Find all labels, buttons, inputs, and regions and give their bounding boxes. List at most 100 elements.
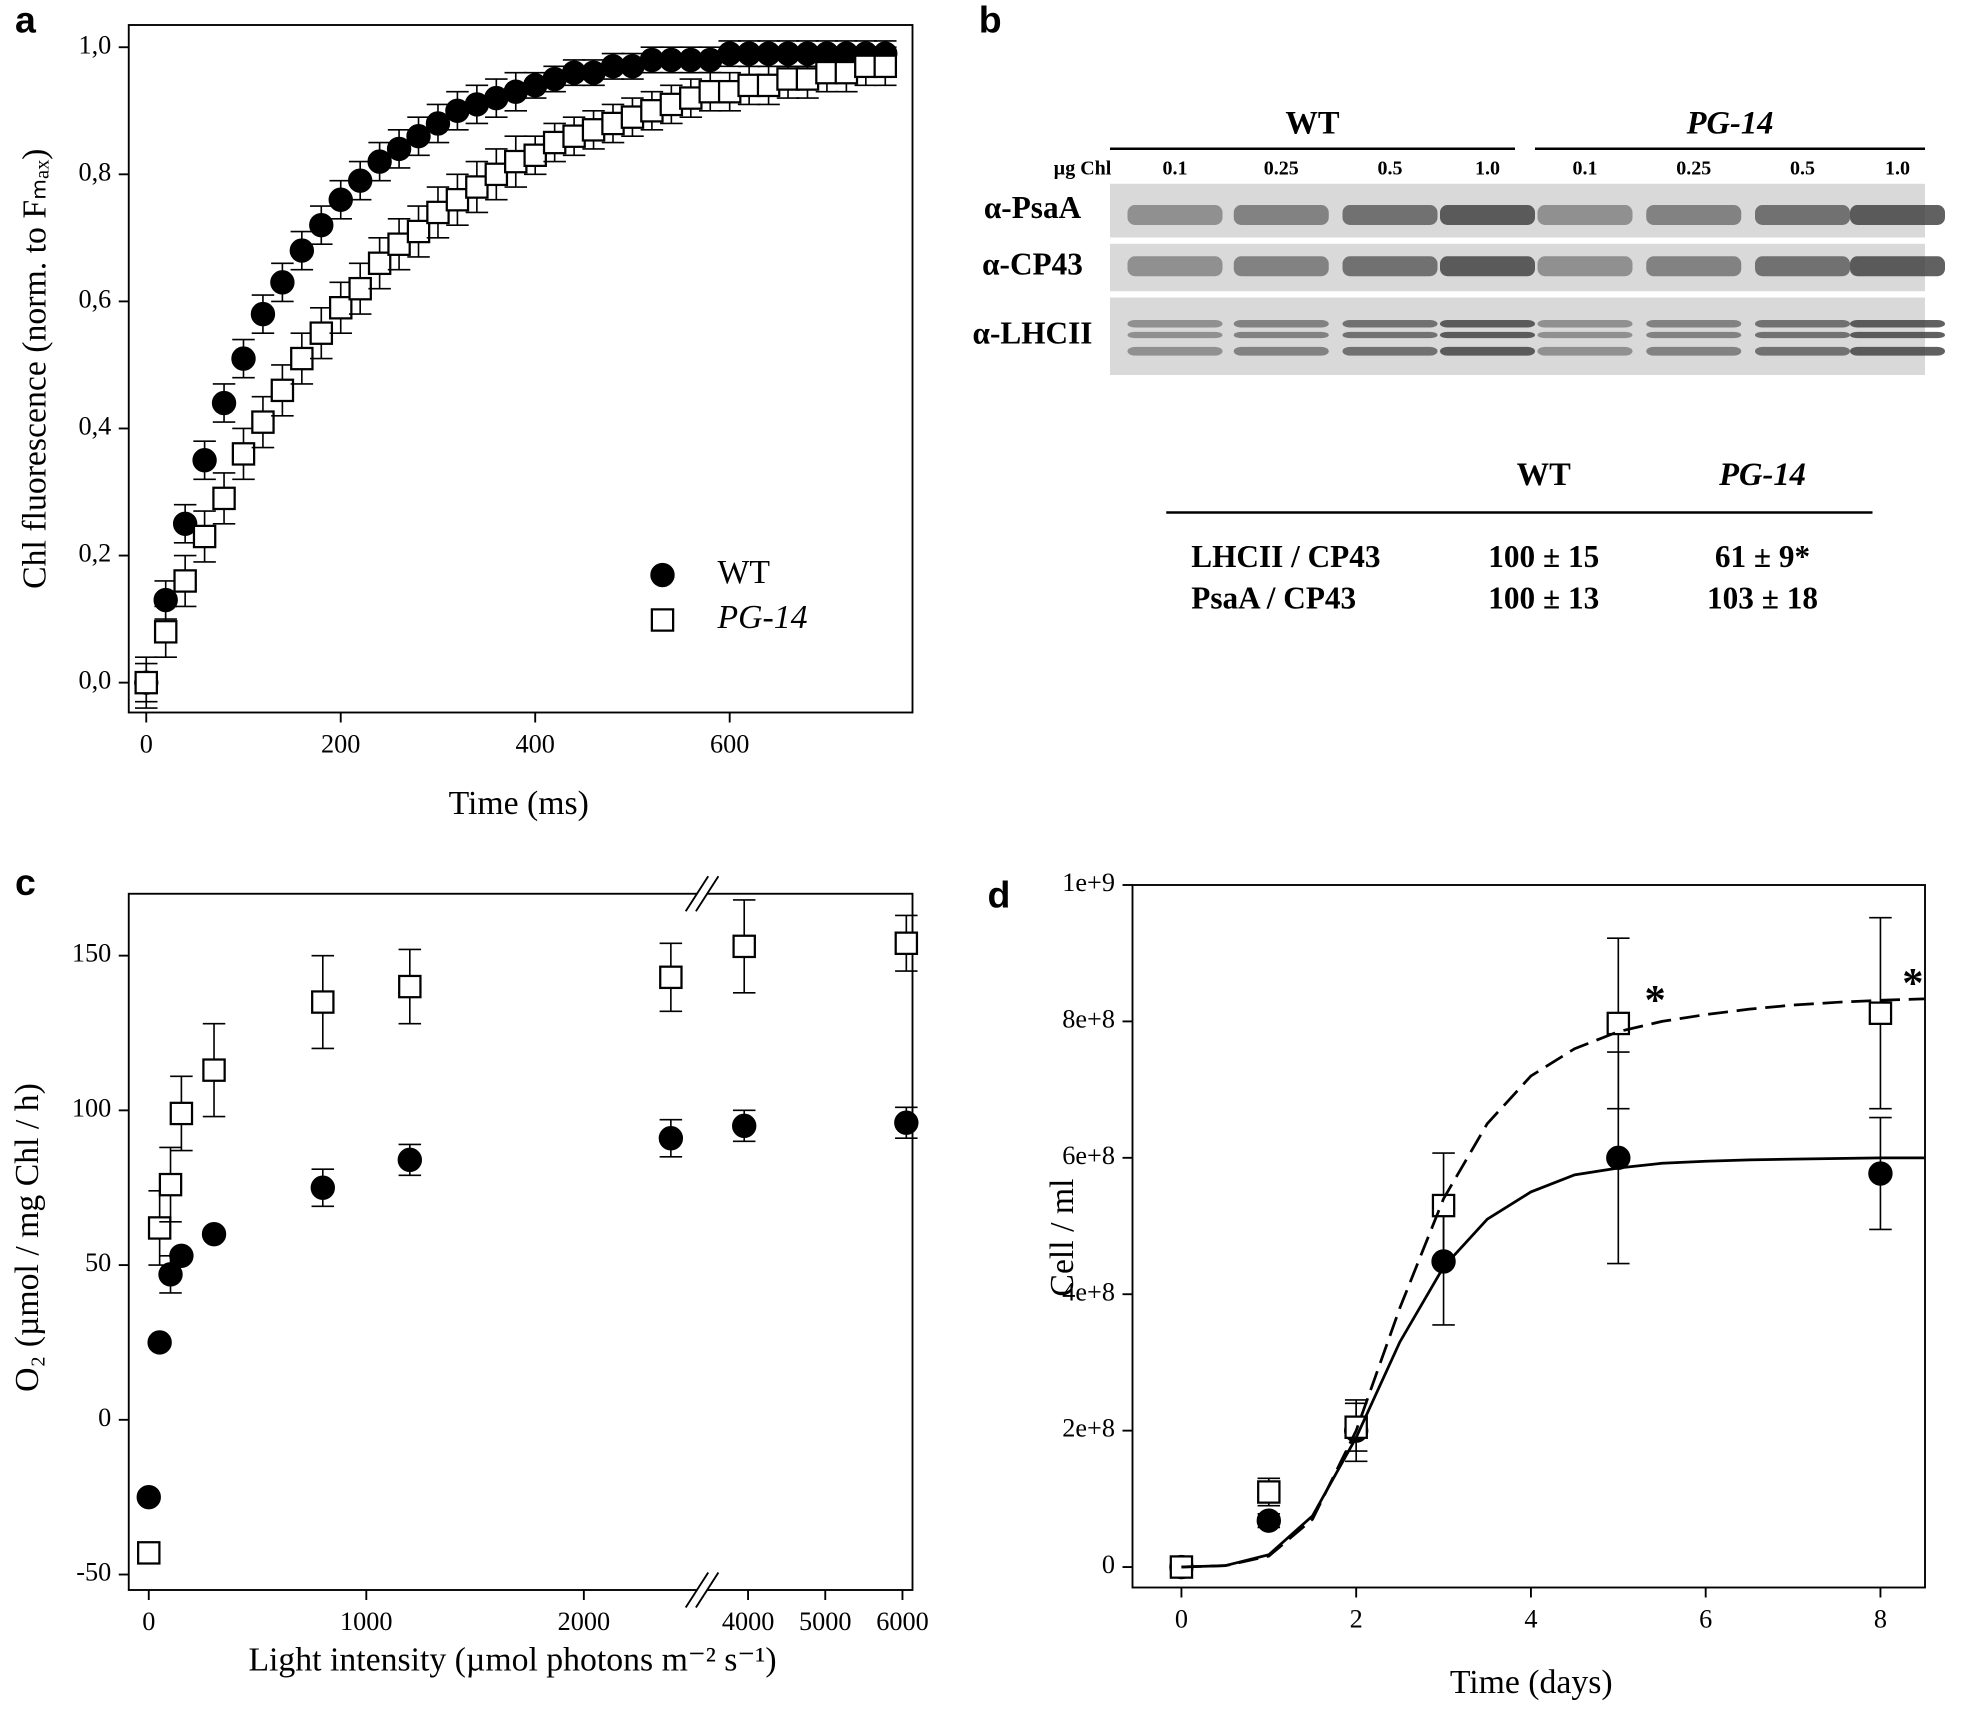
- data-point: [386, 136, 412, 162]
- blot-band: [1850, 256, 1945, 277]
- data-point: [894, 931, 919, 956]
- table-header: PG-14: [1718, 457, 1806, 493]
- data-point: [311, 990, 335, 1014]
- y-axis-label: Cell / ml: [1044, 1178, 1081, 1296]
- data-point: [397, 1147, 423, 1173]
- y-tick-label: 1,0: [78, 30, 111, 59]
- data-point: [201, 1221, 227, 1247]
- x-tick-label: 0: [140, 729, 153, 758]
- data-point: [192, 524, 217, 549]
- data-point: [445, 187, 470, 212]
- data-point: [426, 200, 450, 225]
- data-point: [834, 60, 859, 85]
- table-cell: 100 ± 15: [1488, 539, 1599, 574]
- data-point: [147, 1330, 172, 1355]
- panel-label: b: [979, 0, 1002, 40]
- x-tick-label: 200: [321, 729, 360, 758]
- lane-label: 1.0: [1885, 158, 1910, 180]
- y-axis-label: Chl fluorescence (norm. to Fₘₐₓ): [16, 149, 53, 589]
- blot-band: [1342, 346, 1438, 356]
- y-tick-label: 50: [85, 1248, 111, 1277]
- data-point: [270, 270, 295, 295]
- data-point: [698, 79, 722, 104]
- data-point: [732, 1113, 757, 1139]
- group-label: WT: [1285, 106, 1340, 142]
- data-point: [894, 1110, 919, 1135]
- blot-band: [1537, 205, 1633, 226]
- data-point: [202, 1058, 226, 1082]
- data-point: [231, 346, 256, 371]
- lane-label: 0.25: [1676, 158, 1711, 180]
- data-point: [717, 79, 742, 104]
- x-tick-label: 2000: [558, 1607, 611, 1636]
- blot-band: [1127, 205, 1223, 226]
- axis-break-mark: [695, 1571, 720, 1609]
- x-tick-label: 5000: [799, 1607, 852, 1636]
- group-label: PG-14: [1686, 106, 1774, 142]
- blot-band: [1342, 331, 1438, 339]
- axis-break-gap: [696, 1586, 708, 1594]
- table-cell: 103 ± 18: [1707, 580, 1818, 615]
- data-point: [795, 67, 820, 91]
- data-point: [815, 60, 839, 85]
- blot-band: [1850, 205, 1945, 226]
- data-point: [425, 111, 451, 136]
- data-point: [756, 73, 781, 98]
- data-point: [367, 251, 392, 276]
- blot-band: [1755, 205, 1850, 226]
- table-row-label: PsaA / CP43: [1191, 580, 1356, 615]
- row-label: α-CP43: [982, 247, 1083, 282]
- table-row-label: LHCII / CP43: [1191, 539, 1380, 574]
- blot-band: [1342, 320, 1438, 328]
- y-tick-label: -50: [76, 1558, 111, 1587]
- plot-frame: [127, 24, 914, 714]
- data-point: [169, 1243, 194, 1268]
- legend-marker: [650, 608, 675, 632]
- data-point: [620, 105, 645, 129]
- fit-line: [1181, 997, 1925, 1569]
- y-tick-label: 0,0: [78, 666, 111, 695]
- data-point: [289, 238, 315, 263]
- data-point: [309, 321, 334, 345]
- data-point: [1256, 1508, 1281, 1533]
- blot-band: [1537, 346, 1633, 356]
- y-tick-label: 0,2: [78, 539, 111, 568]
- axis-break-gap: [696, 890, 708, 898]
- row-label: α-PsaA: [984, 190, 1082, 225]
- panel-label: c: [15, 861, 36, 903]
- y-tick-label: 0: [98, 1403, 111, 1432]
- blot-band: [1440, 331, 1535, 339]
- table-cell: 100 ± 13: [1488, 580, 1599, 615]
- data-point: [137, 1541, 161, 1565]
- blot-band: [1537, 256, 1633, 277]
- data-point: [523, 143, 547, 168]
- data-point: [854, 54, 878, 79]
- blot-band: [1440, 320, 1535, 328]
- blot-band: [1646, 331, 1742, 339]
- data-point: [172, 511, 198, 536]
- lane-label: 1.0: [1475, 158, 1500, 180]
- lane-label: 0.1: [1573, 158, 1598, 180]
- data-point: [136, 1484, 161, 1510]
- data-point: [231, 442, 256, 466]
- data-point: [212, 486, 236, 511]
- data-point: [250, 301, 276, 327]
- table-cell: 61 ± 9*: [1715, 539, 1810, 574]
- x-axis-label: Time (ms): [449, 785, 589, 822]
- blot-band: [1127, 331, 1223, 339]
- legend-label: WT: [718, 554, 771, 591]
- table-header: WT: [1517, 457, 1572, 493]
- data-point: [581, 118, 606, 142]
- blot-band: [1233, 346, 1329, 356]
- data-point: [504, 149, 528, 174]
- blot-band: [1755, 256, 1850, 277]
- legend-marker: [650, 562, 675, 588]
- x-tick-label: 0: [142, 1607, 155, 1636]
- blot-band: [1440, 346, 1535, 356]
- data-point: [387, 232, 411, 256]
- x-tick-label: 4: [1524, 1604, 1537, 1633]
- data-point: [328, 296, 353, 320]
- blot-band: [1646, 346, 1742, 356]
- y-tick-label: 100: [72, 1093, 111, 1122]
- blot-band: [1127, 256, 1223, 277]
